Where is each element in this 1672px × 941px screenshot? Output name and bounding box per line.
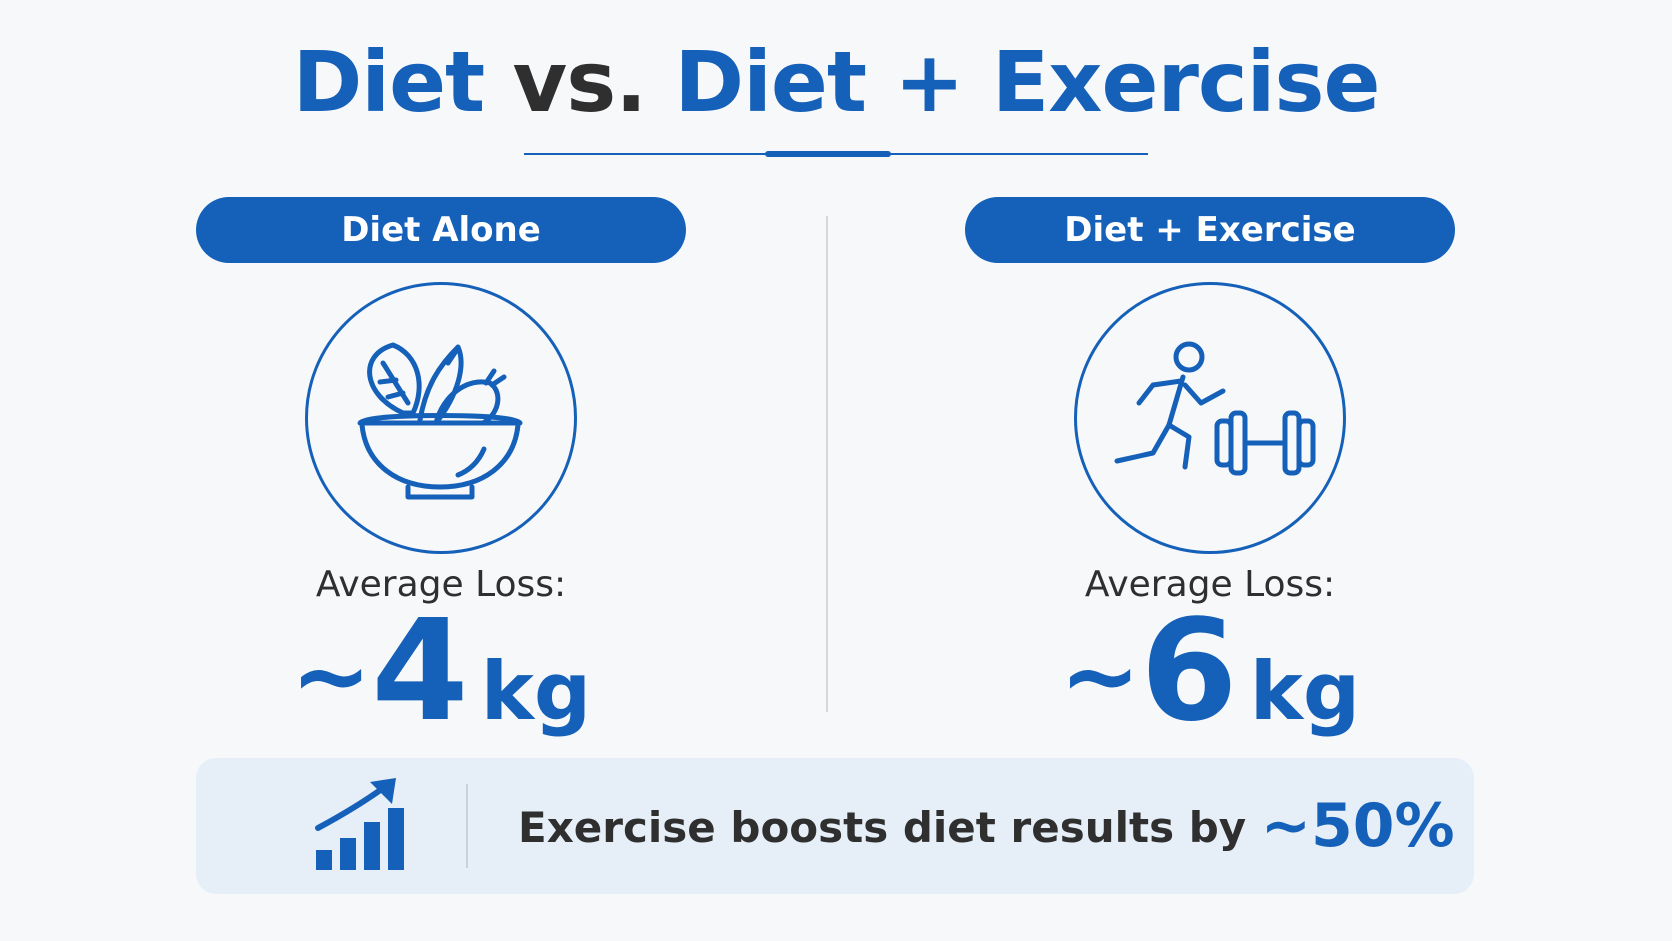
banner-message: Exercise boosts diet results by [518, 803, 1247, 852]
column-divider [826, 216, 828, 712]
diet-exercise-column: Diet + Exercise Average Loss: ~6 kg [965, 197, 1455, 779]
diet-exercise-avg-label: Average Loss: [1084, 564, 1336, 605]
banner-percent: ~50% [1260, 791, 1455, 861]
diet-alone-number: 4 [371, 590, 468, 753]
growth-chart-icon [314, 776, 414, 880]
title-diet-exercise: Diet + Exercise [674, 33, 1380, 131]
banner-separator [466, 784, 468, 868]
banner-text: Exercise boosts diet results by ~50% [518, 758, 1455, 894]
diet-exercise-unit: kg [1249, 645, 1361, 738]
diet-exercise-tilde: ~ [1059, 620, 1141, 732]
diet-exercise-header: Diet + Exercise [965, 197, 1455, 263]
diet-exercise-number: 6 [1140, 590, 1237, 753]
diet-alone-unit: kg [480, 645, 592, 738]
page-title: Diet vs. Diet + Exercise [0, 26, 1672, 138]
diet-alone-header: Diet Alone [196, 197, 686, 263]
title-diet: Diet [292, 33, 486, 131]
diet-exercise-avg-value: ~6 kg [965, 602, 1455, 779]
diet-alone-avg-label: Average Loss: [315, 564, 567, 605]
runner-dumbbell-icon [1074, 282, 1346, 554]
diet-alone-avg-value: ~4 kg [196, 602, 686, 779]
salad-bowl-icon [305, 282, 577, 554]
diet-alone-tilde: ~ [290, 620, 372, 732]
title-vs: vs. [512, 33, 647, 131]
summary-banner: Exercise boosts diet results by ~50% [196, 758, 1474, 894]
diet-alone-column: Diet Alone Average Loss: ~4 kg [196, 197, 686, 779]
title-underline-accent [765, 151, 891, 157]
